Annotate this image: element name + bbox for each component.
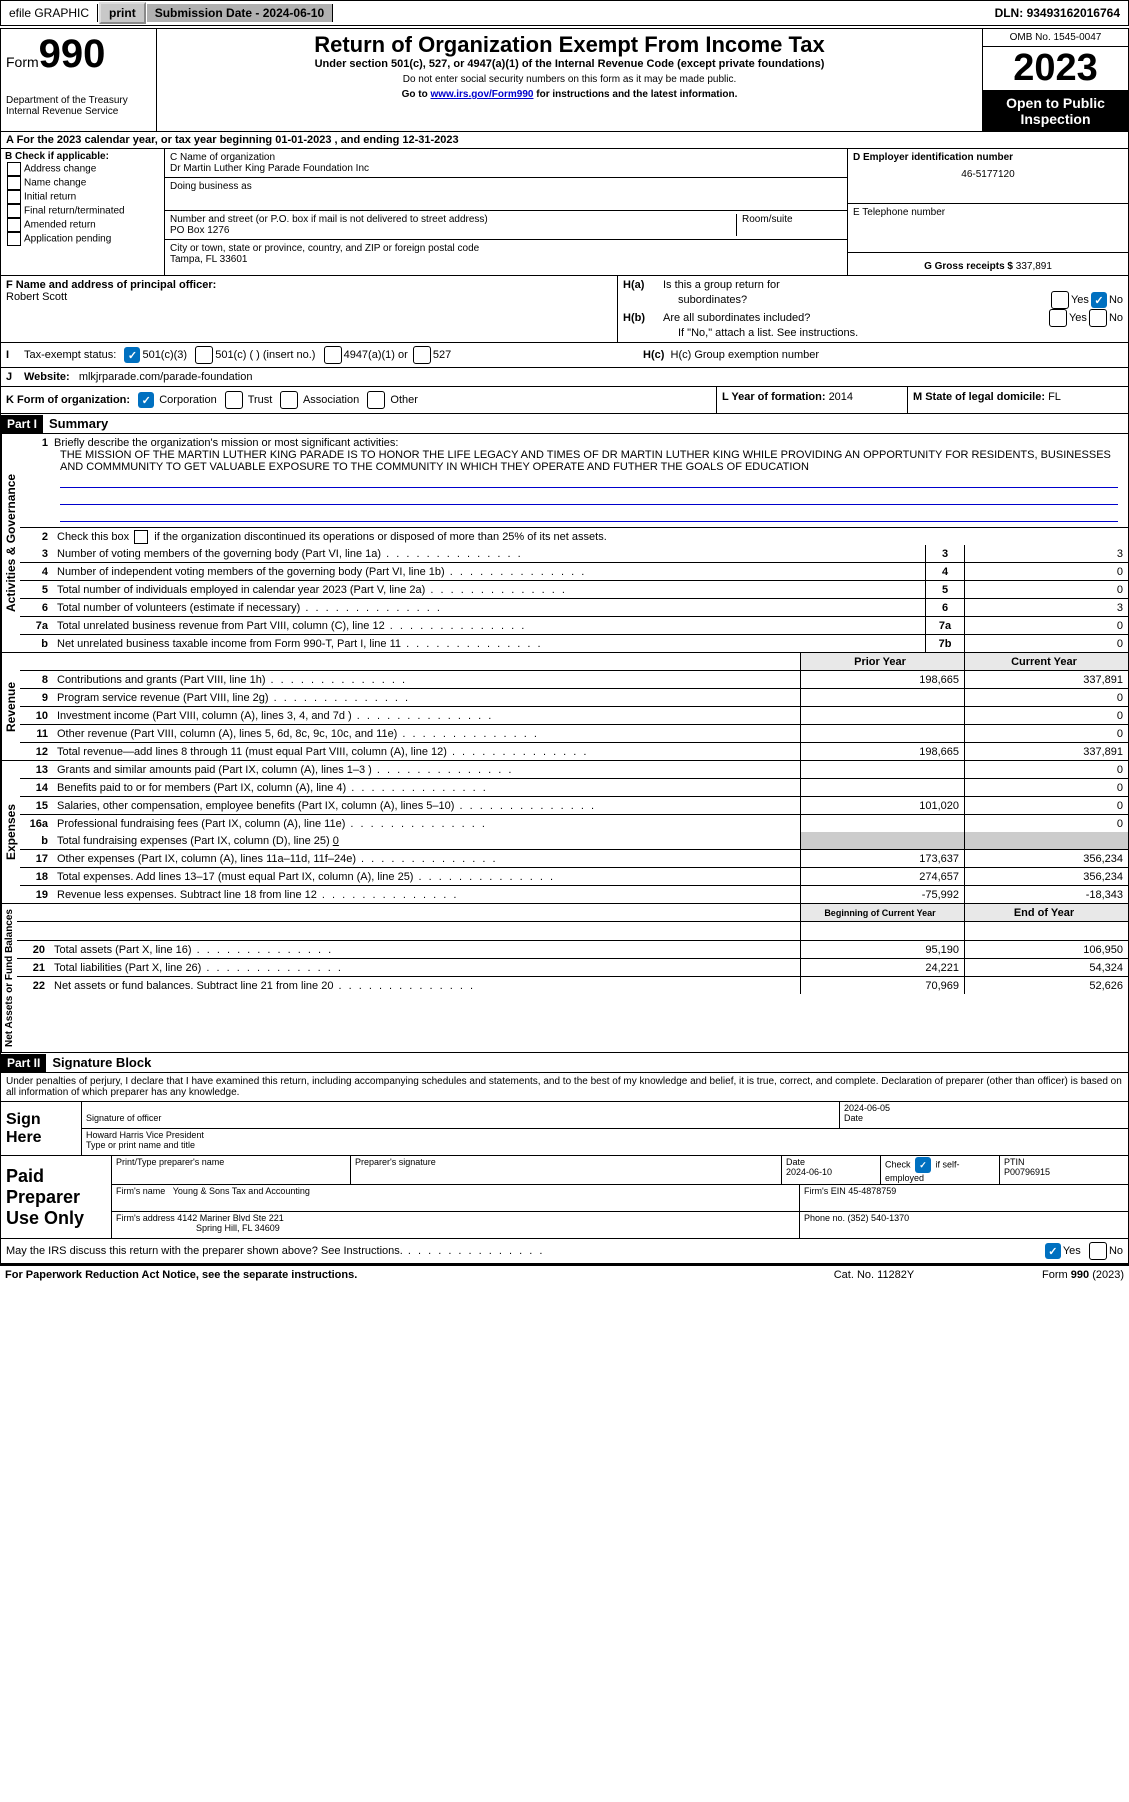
chk-initial-return[interactable]: Initial return (5, 190, 160, 204)
row-j: J Website: mlkjrparade.com/parade-founda… (1, 368, 1128, 387)
instructions-link-row: Go to www.irs.gov/Form990 for instructio… (160, 89, 979, 100)
self-employed-checked[interactable]: ✓ (915, 1157, 931, 1173)
discuss-row: May the IRS discuss this return with the… (1, 1239, 1128, 1265)
summary-row: 5 Total number of individuals employed i… (20, 581, 1128, 599)
header-mid: Return of Organization Exempt From Incom… (157, 29, 982, 131)
summary-row: 19 Revenue less expenses. Subtract line … (20, 886, 1128, 903)
principal-officer: Robert Scott (6, 291, 67, 303)
summary-row: 21 Total liabilities (Part X, line 26) 2… (17, 959, 1128, 977)
discuss-yes-checked[interactable]: ✓ (1045, 1243, 1061, 1259)
summary-row: 12 Total revenue—add lines 8 through 11 … (20, 743, 1128, 760)
chk-name-change[interactable]: Name change (5, 176, 160, 190)
col-d: D Employer identification number 46-5177… (848, 149, 1128, 275)
discuss-no[interactable] (1089, 1242, 1107, 1260)
summary-row: 4 Number of independent voting members o… (20, 563, 1128, 581)
summary-row: 16a Professional fundraising fees (Part … (20, 815, 1128, 832)
org-address: PO Box 1276 (170, 225, 731, 236)
summary-row: 20 Total assets (Part X, line 16) 95,190… (17, 941, 1128, 959)
sign-here: SignHere Signature of officer 2024-06-05… (1, 1102, 1128, 1156)
chk-app-pending[interactable]: Application pending (5, 232, 160, 246)
open-to-public: Open to Public Inspection (983, 91, 1128, 131)
header-left: Form990 Department of the Treasury Inter… (1, 29, 157, 131)
officer-name: Howard Harris Vice President (86, 1130, 204, 1140)
org-name: Dr Martin Luther King Parade Foundation … (170, 163, 842, 174)
summary-row: b Net unrelated business taxable income … (20, 635, 1128, 652)
hb-no[interactable] (1089, 309, 1107, 327)
summary-row: 7a Total unrelated business revenue from… (20, 617, 1128, 635)
top-toolbar: efile GRAPHIC print Submission Date - 20… (0, 0, 1129, 26)
revenue-section: Revenue b Prior Year Current Year 8 Cont… (1, 653, 1128, 761)
chk-final-return[interactable]: Final return/terminated (5, 204, 160, 218)
efile-label: efile GRAPHIC (1, 4, 98, 22)
row-i: I Tax-exempt status: ✓ 501(c)(3) 501(c) … (1, 343, 1128, 368)
summary-row: 14 Benefits paid to or for members (Part… (20, 779, 1128, 797)
row-klm: K Form of organization: ✓ Corporation Tr… (1, 387, 1128, 414)
paid-preparer: PaidPreparerUse Only Print/Type preparer… (1, 1156, 1128, 1239)
summary-row: 13 Grants and similar amounts paid (Part… (20, 761, 1128, 779)
print-button[interactable]: print (99, 2, 146, 24)
activities-governance: Activities & Governance 1Briefly describ… (1, 434, 1128, 653)
website-value: mlkjrparade.com/parade-foundation (79, 371, 253, 383)
form-990: Form990 Department of the Treasury Inter… (0, 28, 1129, 1266)
summary-row: 15 Salaries, other compensation, employe… (20, 797, 1128, 815)
perjury-statement: Under penalties of perjury, I declare th… (1, 1073, 1128, 1102)
ha-yes[interactable] (1051, 291, 1069, 309)
section-fh: F Name and address of principal officer:… (1, 276, 1128, 343)
summary-row: 9 Program service revenue (Part VIII, li… (20, 689, 1128, 707)
gross-receipts: 337,891 (1016, 261, 1052, 272)
corp-checked[interactable]: ✓ (138, 392, 154, 408)
chk-address-change[interactable]: Address change (5, 162, 160, 176)
net-assets-section: Net Assets or Fund Balances Beginning of… (1, 904, 1128, 1053)
header-right: OMB No. 1545-0047 2023 Open to Public In… (982, 29, 1128, 131)
summary-row: 22 Net assets or fund balances. Subtract… (17, 977, 1128, 994)
part-i-header: Part I Summary (1, 414, 1128, 434)
ha-no-checked[interactable]: ✓ (1091, 292, 1107, 308)
summary-row: 3 Number of voting members of the govern… (20, 545, 1128, 563)
summary-row: 8 Contributions and grants (Part VIII, l… (20, 671, 1128, 689)
expenses-section: Expenses 13 Grants and similar amounts p… (1, 761, 1128, 904)
chk-amended[interactable]: Amended return (5, 218, 160, 232)
tax-year: 2023 (983, 46, 1128, 91)
form-header: Form990 Department of the Treasury Inter… (1, 29, 1128, 132)
row-a-tax-year: A For the 2023 calendar year, or tax yea… (1, 132, 1128, 149)
501c3-checked[interactable]: ✓ (124, 347, 140, 363)
part-ii-header: Part II Signature Block (1, 1053, 1128, 1073)
section-bcd: B Check if applicable: Address change Na… (1, 149, 1128, 276)
hb-yes[interactable] (1049, 309, 1067, 327)
summary-row: 6 Total number of volunteers (estimate i… (20, 599, 1128, 617)
submission-cell: Submission Date - 2024-06-10 (147, 4, 333, 22)
irs-link[interactable]: www.irs.gov/Form990 (430, 89, 533, 100)
col-b-checkboxes: B Check if applicable: Address change Na… (1, 149, 165, 275)
firm-name: Young & Sons Tax and Accounting (173, 1186, 310, 1196)
summary-row: 11 Other revenue (Part VIII, column (A),… (20, 725, 1128, 743)
ein-value: 46-5177120 (853, 169, 1123, 180)
summary-row: 17 Other expenses (Part IX, column (A), … (20, 850, 1128, 868)
page-footer: For Paperwork Reduction Act Notice, see … (0, 1266, 1129, 1284)
org-city: Tampa, FL 33601 (170, 254, 842, 265)
dln-cell: DLN: 93493162016764 (987, 4, 1128, 22)
col-c-org: C Name of organization Dr Martin Luther … (165, 149, 848, 275)
summary-row: 10 Investment income (Part VIII, column … (20, 707, 1128, 725)
mission-text: THE MISSION OF THE MARTIN LUTHER KING PA… (60, 449, 1128, 473)
summary-row: 18 Total expenses. Add lines 13–17 (must… (20, 868, 1128, 886)
